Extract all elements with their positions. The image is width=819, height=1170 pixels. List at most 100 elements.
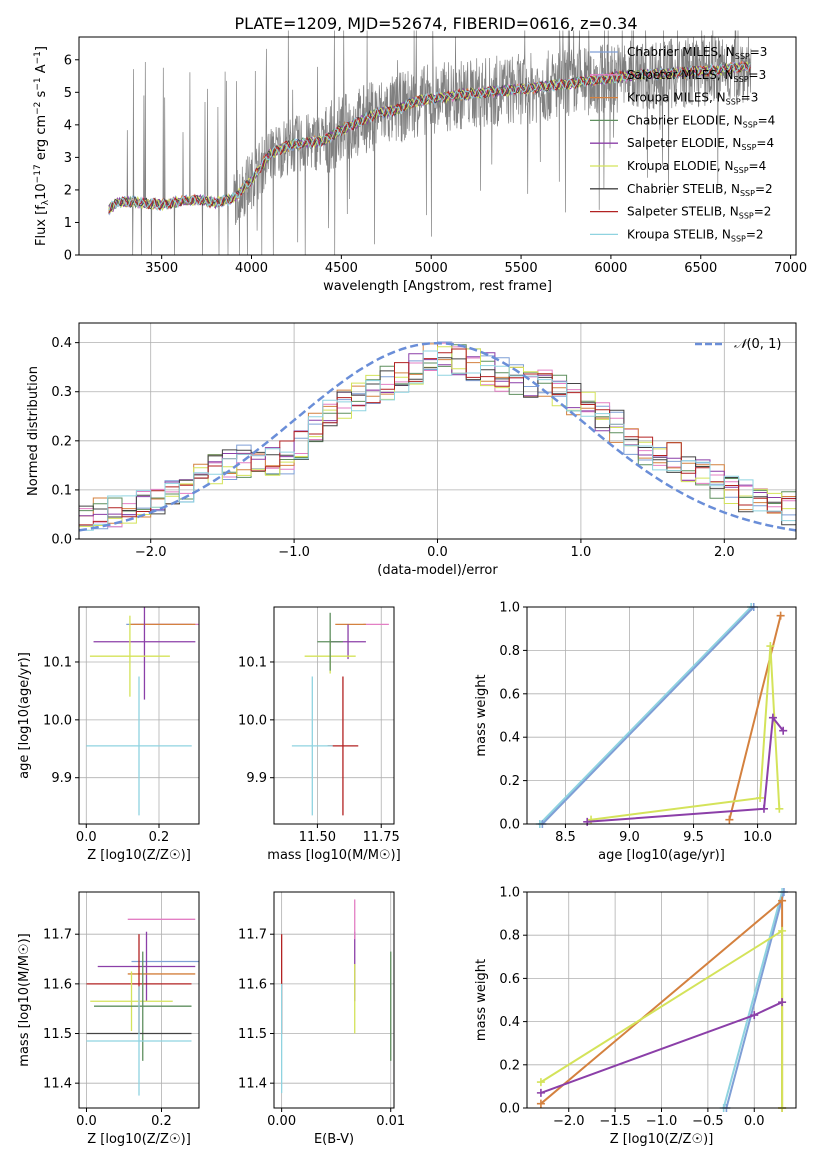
y-tick-label: 0.6	[499, 687, 520, 702]
x-tick-label: 11.75	[363, 830, 400, 845]
x-tick-label: 11.50	[299, 830, 336, 845]
mass-weight-marker	[778, 998, 787, 1007]
x-tick-label: 8.5	[555, 830, 576, 845]
x-tick-label: 10.0	[743, 830, 772, 845]
x-tick-label: 5000	[415, 261, 448, 276]
y-tick-label: 10.0	[43, 713, 72, 728]
x-tick-label: 0.2	[151, 1114, 172, 1129]
y-tick-label: 0	[64, 249, 72, 264]
mass-weight-line	[728, 615, 782, 820]
mass-weight-line	[590, 646, 781, 821]
y-tick-label: 0.3	[51, 385, 72, 400]
y-tick-label: 0.8	[499, 929, 520, 944]
x-tick-label: 0.0	[427, 545, 448, 560]
x-axis-label: Z [log10(Z/Z☉)]	[610, 1132, 714, 1147]
y-axis-label: age [log10(age/yr)]	[17, 652, 32, 779]
y-tick-label: 10.0	[238, 713, 267, 728]
axes-frame	[78, 891, 200, 1109]
axes-frame	[78, 606, 200, 825]
chart-mass-weight-vs-age: 8.5 9.0 9.5 10.0 0.0 0.2 0.4 0.6 0.8 1.0 age [log1…	[474, 601, 797, 863]
chart-residuals: −2.0 −1.0 0.0 1.0 2.0 0.0 0.1 0.2 0.3 0.4 (data-mo…	[26, 322, 797, 578]
x-axis-label: mass [log10(M/M☉)]	[267, 848, 400, 863]
y-axis-label: Flux [fλ10−17 erg cm−2 s−1 A−1]	[33, 46, 51, 246]
chart-age-vs-mass: 11.50 11.75 9.9 10.0 10.1 mass [log10(M/M☉)]	[238, 606, 401, 863]
chart-mass-vs-Z: 0.0 0.2 11.4 11.5 11.6 11.7 Z [log10(Z/Z☉)] mas…	[17, 891, 200, 1147]
mass-weight-line	[539, 606, 752, 825]
y-tick-label: 9.9	[51, 771, 72, 786]
x-tick-label: −2.0	[553, 1114, 585, 1129]
y-tick-label: 0.8	[499, 644, 520, 659]
chart-spectrum: 3500 4000 4500 5000 5500 6000 6500 7000 0 1 2 3 4 5 6 w…	[33, 30, 807, 294]
y-axis-label: mass weight	[474, 959, 489, 1041]
y-tick-label: 2	[64, 183, 72, 198]
y-tick-label: 6	[64, 53, 72, 68]
x-axis-label: (data-model)/error	[377, 563, 498, 578]
mass-weight-line	[587, 715, 784, 823]
mass-weight-line	[541, 606, 755, 825]
x-tick-label: 7000	[774, 261, 807, 276]
x-tick-label: 0.0	[744, 1114, 765, 1129]
x-axis-label: E(B-V)	[314, 1132, 354, 1147]
chart-mass-weight-vs-Z: −2.0 −1.5 −1.0 −0.5 0.0 0.0 0.2 0.4 0.6 0.8 1.0 Z […	[474, 886, 797, 1147]
x-tick-label: 6000	[594, 261, 627, 276]
mass-weight-line	[725, 891, 785, 1109]
legend-label: 𝒩(0, 1)	[734, 337, 781, 352]
y-tick-label: 0.1	[51, 483, 72, 498]
x-axis-label: Z [log10(Z/Z☉)]	[87, 848, 191, 863]
chart-age-vs-Z: 0.0 0.2 9.9 10.0 10.1 Z [log10(Z/Z☉)] age [log…	[17, 606, 200, 863]
y-tick-label: 11.5	[238, 1027, 267, 1042]
x-tick-label: 0.0	[76, 830, 97, 845]
axes-frame	[273, 606, 395, 825]
mass-weight-marker	[536, 1088, 545, 1097]
x-tick-label: 9.0	[619, 830, 640, 845]
mass-weight-marker	[759, 804, 768, 813]
x-tick-label: 0.00	[267, 1114, 296, 1129]
y-tick-label: 0.6	[499, 972, 520, 987]
mass-weight-marker	[756, 793, 765, 802]
x-tick-label: 4000	[235, 261, 268, 276]
y-tick-label: 1.0	[499, 886, 520, 901]
y-tick-label: 4	[64, 118, 72, 133]
figure-title: PLATE=1209, MJD=52674, FIBERID=0616, z=0…	[234, 14, 637, 33]
x-tick-label: 0.0	[76, 1114, 97, 1129]
mass-weight-marker	[768, 713, 777, 722]
y-tick-label: 11.5	[43, 1027, 72, 1042]
x-tick-label: 6500	[684, 261, 717, 276]
y-tick-label: 10.1	[43, 655, 72, 670]
y-tick-label: 11.7	[238, 928, 267, 943]
legend-label: Kroupa MILES, NSSP=3	[627, 91, 758, 107]
y-tick-label: 1.0	[499, 601, 520, 616]
legend-label: Kroupa STELIB, NSSP=2	[627, 227, 764, 243]
mass-weight-marker	[778, 896, 787, 905]
x-axis-label: Z [log10(Z/Z☉)]	[87, 1132, 191, 1147]
legend-label: Chabrier STELIB, NSSP=2	[627, 182, 773, 198]
x-tick-label: −2.0	[135, 545, 167, 560]
mass-weight-marker	[779, 726, 788, 735]
x-tick-label: 2.0	[714, 545, 735, 560]
spectrum-model-line	[108, 62, 751, 210]
mass-weight-marker	[750, 1011, 759, 1020]
x-tick-label: −1.5	[599, 1114, 631, 1129]
x-tick-label: −1.0	[278, 545, 310, 560]
y-axis-label: Normed distribution	[26, 366, 41, 496]
y-tick-label: 11.6	[43, 977, 72, 992]
y-tick-label: 0.0	[51, 533, 72, 548]
y-tick-label: 0.0	[499, 1102, 520, 1117]
chart-mass-vs-EBV: 0.00 0.01 11.4 11.5 11.6 11.7 E(B-V)	[238, 891, 405, 1147]
axes-frame	[526, 606, 797, 825]
mass-weight-marker	[766, 642, 775, 651]
panels: 3500 4000 4500 5000 5500 6000 6500 7000 0 1 2 3 4 5 6 w…	[17, 30, 807, 1147]
normal-curve	[78, 341, 797, 532]
mass-weight-marker	[778, 926, 787, 935]
y-tick-label: 11.4	[238, 1077, 267, 1092]
y-tick-label: 11.6	[238, 977, 267, 992]
y-tick-label: 0.2	[51, 434, 72, 449]
legend-label: Salpeter MILES, NSSP=3	[627, 68, 766, 84]
legend-label: Chabrier ELODIE, NSSP=4	[627, 113, 775, 129]
y-tick-label: 11.4	[43, 1077, 72, 1092]
axes-frame	[78, 36, 797, 256]
x-tick-label: 5500	[505, 261, 538, 276]
x-tick-label: 0.01	[376, 1114, 405, 1129]
x-tick-label: 9.5	[683, 830, 704, 845]
